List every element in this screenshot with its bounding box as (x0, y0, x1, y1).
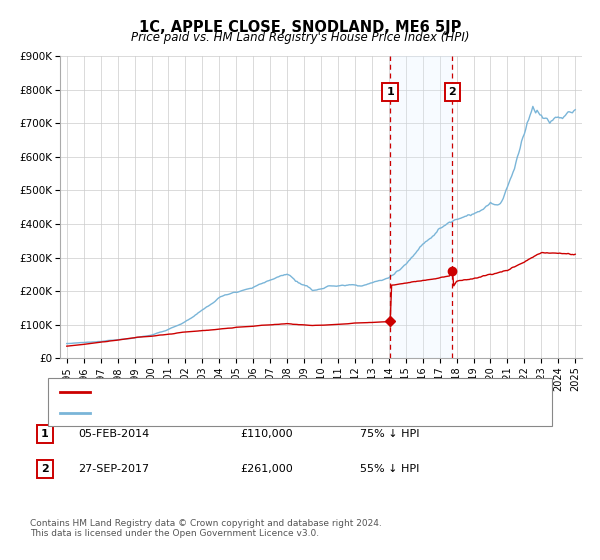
Text: This data is licensed under the Open Government Licence v3.0.: This data is licensed under the Open Gov… (30, 529, 319, 538)
Text: 1: 1 (41, 429, 49, 439)
Text: Contains HM Land Registry data © Crown copyright and database right 2024.: Contains HM Land Registry data © Crown c… (30, 519, 382, 528)
Text: Price paid vs. HM Land Registry's House Price Index (HPI): Price paid vs. HM Land Registry's House … (131, 31, 469, 44)
Text: 2: 2 (448, 87, 456, 97)
Text: HPI: Average price, detached house, Tonbridge and Malling: HPI: Average price, detached house, Tonb… (99, 408, 407, 418)
Text: 2: 2 (41, 464, 49, 474)
Bar (390, 56, 452, 358)
Text: 27-SEP-2017: 27-SEP-2017 (78, 464, 149, 474)
Text: 1C, APPLE CLOSE, SNODLAND, ME6 5JP: 1C, APPLE CLOSE, SNODLAND, ME6 5JP (139, 20, 461, 35)
Text: £110,000: £110,000 (240, 429, 293, 439)
Text: 75% ↓ HPI: 75% ↓ HPI (360, 429, 419, 439)
Text: 55% ↓ HPI: 55% ↓ HPI (360, 464, 419, 474)
Text: 1: 1 (386, 87, 394, 97)
Text: £261,000: £261,000 (240, 464, 293, 474)
Text: 05-FEB-2014: 05-FEB-2014 (78, 429, 149, 439)
Text: 1C, APPLE CLOSE, SNODLAND, ME6 5JP (detached house): 1C, APPLE CLOSE, SNODLAND, ME6 5JP (deta… (99, 387, 398, 397)
